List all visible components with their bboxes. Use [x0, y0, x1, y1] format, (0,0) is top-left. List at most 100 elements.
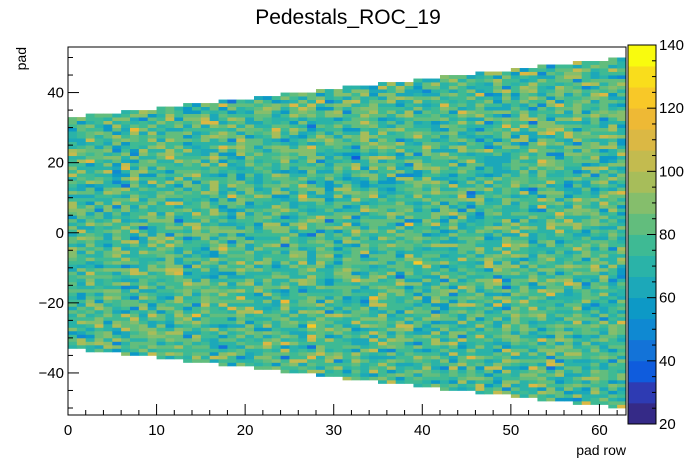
heatmap-cell: [280, 176, 290, 181]
heatmap-cell: [431, 351, 441, 356]
heatmap-cell: [378, 327, 388, 332]
heatmap-cell: [360, 365, 370, 370]
heatmap-cell: [528, 302, 538, 307]
heatmap-cell: [262, 110, 273, 114]
heatmap-cell: [130, 278, 140, 283]
heatmap-cell: [156, 316, 166, 321]
heatmap-cell: [333, 106, 343, 111]
heatmap-cell: [457, 197, 467, 202]
heatmap-cell: [236, 306, 246, 311]
heatmap-cell: [280, 302, 290, 307]
heatmap-cell: [590, 278, 600, 283]
heatmap-cell: [200, 309, 211, 314]
heatmap-cell: [484, 173, 494, 178]
heatmap-cell: [351, 316, 361, 321]
heatmap-cell: [546, 204, 556, 209]
heatmap-cell: [537, 390, 547, 395]
heatmap-cell: [395, 376, 405, 381]
heatmap-cell: [112, 225, 122, 230]
heatmap-cell: [254, 351, 264, 356]
heatmap-cell: [519, 127, 529, 132]
heatmap-cell: [227, 183, 237, 188]
heatmap-cell: [85, 162, 95, 167]
heatmap-cell: [218, 138, 228, 143]
heatmap-cell: [413, 85, 423, 90]
heatmap-cell: [316, 250, 326, 255]
heatmap-cell: [156, 201, 166, 206]
heatmap-cell: [510, 155, 521, 160]
heatmap-cell: [546, 351, 556, 356]
heatmap-cell: [94, 239, 104, 244]
heatmap-cell: [519, 131, 529, 136]
heatmap-cell: [581, 131, 591, 136]
heatmap-cell: [431, 271, 441, 276]
heatmap-cell: [254, 313, 264, 318]
heatmap-cell: [218, 323, 228, 328]
heatmap-cell: [457, 320, 467, 325]
heatmap-cell: [192, 225, 202, 230]
heatmap-cell: [502, 176, 512, 181]
heatmap-cell: [502, 134, 512, 139]
heatmap-cell: [466, 96, 476, 100]
heatmap-cell: [484, 124, 494, 128]
heatmap-cell: [546, 194, 556, 199]
heatmap-cell: [156, 173, 166, 178]
heatmap-cell: [395, 313, 405, 318]
heatmap-cell: [413, 288, 423, 293]
heatmap-cell: [165, 288, 175, 293]
heatmap-cell: [333, 323, 343, 328]
heatmap-cell: [200, 246, 211, 251]
heatmap-cell: [94, 264, 104, 269]
heatmap-cell: [484, 285, 494, 290]
heatmap-cell: [351, 218, 361, 223]
heatmap-cell: [112, 162, 122, 167]
heatmap-cell: [475, 236, 485, 241]
heatmap-cell: [599, 302, 609, 307]
heatmap-cell: [307, 148, 317, 153]
heatmap-cell: [245, 138, 255, 143]
heatmap-cell: [209, 103, 219, 107]
heatmap-cell: [448, 330, 459, 335]
heatmap-cell: [236, 264, 246, 269]
heatmap-cell: [192, 113, 202, 118]
heatmap-cell: [369, 278, 379, 283]
heatmap-cell: [200, 232, 211, 237]
heatmap-cell: [546, 327, 556, 332]
heatmap-cell: [457, 358, 467, 363]
heatmap-cell: [324, 124, 335, 128]
heatmap-cell: [271, 218, 281, 223]
heatmap-cell: [280, 127, 290, 132]
heatmap-cell: [555, 190, 565, 195]
heatmap-cell: [192, 253, 202, 258]
heatmap-cell: [68, 267, 78, 272]
heatmap-cell: [502, 99, 512, 104]
heatmap-cell: [165, 320, 175, 325]
heatmap-cell: [289, 243, 299, 248]
heatmap-cell: [466, 155, 476, 160]
heatmap-cell: [245, 155, 255, 160]
heatmap-cell: [555, 351, 565, 356]
heatmap-cell: [156, 246, 166, 251]
heatmap-cell: [537, 267, 547, 272]
heatmap-cell: [395, 85, 405, 90]
heatmap-cell: [484, 159, 494, 164]
heatmap-cell: [227, 313, 237, 318]
heatmap-cell: [564, 372, 574, 377]
heatmap-cell: [147, 232, 157, 237]
heatmap-cell: [413, 344, 423, 349]
heatmap-cell: [528, 299, 538, 304]
heatmap-cell: [138, 215, 149, 220]
heatmap-cell: [316, 145, 326, 150]
heatmap-cell: [519, 337, 529, 342]
heatmap-cell: [254, 239, 264, 244]
heatmap-cell: [546, 316, 556, 321]
heatmap-cell: [448, 173, 459, 178]
heatmap-cell: [493, 309, 503, 314]
heatmap-cell: [466, 260, 476, 265]
heatmap-cell: [386, 106, 397, 111]
heatmap-cell: [440, 204, 450, 209]
heatmap-cell: [76, 278, 87, 283]
heatmap-cell: [351, 141, 361, 146]
heatmap-cell: [316, 351, 326, 356]
heatmap-cell: [94, 250, 104, 255]
